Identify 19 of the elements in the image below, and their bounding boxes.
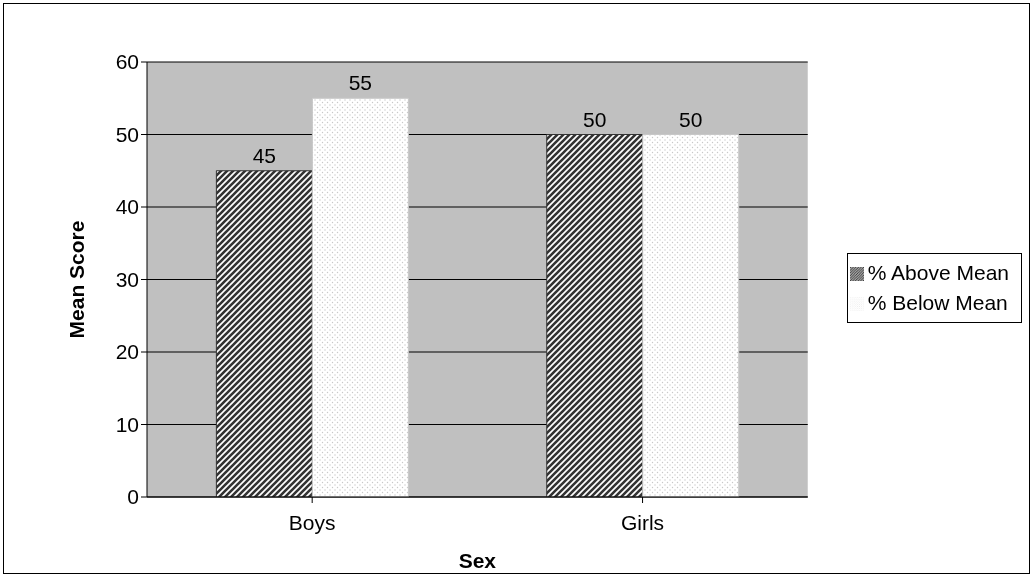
x-tick-label: Girls bbox=[620, 510, 665, 534]
y-tick-label: 40 bbox=[115, 195, 139, 219]
data-label: 45 bbox=[252, 143, 277, 167]
y-tick-label: 50 bbox=[115, 122, 139, 146]
y-tick-label: 0 bbox=[127, 485, 139, 509]
data-label: 50 bbox=[583, 107, 607, 131]
y-tick-label: 10 bbox=[115, 412, 139, 436]
bar bbox=[546, 134, 644, 497]
y-axis-title: Mean Score bbox=[65, 220, 89, 339]
data-label: 50 bbox=[679, 107, 703, 131]
bar bbox=[215, 170, 313, 497]
legend-label: % Below Mean bbox=[867, 291, 1008, 314]
legend-label: % Above Mean bbox=[867, 261, 1009, 284]
y-tick-label: 20 bbox=[115, 340, 139, 364]
data-label: 55 bbox=[348, 71, 373, 95]
y-tick-label: 60 bbox=[115, 50, 139, 74]
x-axis-title: Sex bbox=[458, 549, 497, 572]
y-tick-label: 30 bbox=[115, 267, 139, 291]
x-tick-label: Boys bbox=[288, 510, 336, 534]
